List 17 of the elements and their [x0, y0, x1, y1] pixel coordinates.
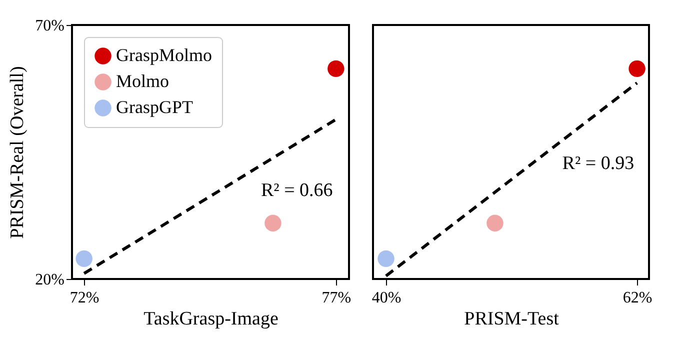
annotation: R² = 0.66 [260, 180, 333, 201]
legend-label: GraspGPT [116, 97, 193, 117]
x-tick-label: 77% [322, 290, 352, 306]
x-axis-title: TaskGrasp-Image [144, 308, 278, 330]
y-tick-label: 70% [35, 18, 64, 34]
point [76, 250, 92, 268]
x-axis-title: PRISM-Test [464, 308, 560, 330]
x-tick-label: 62% [622, 290, 652, 306]
x-tick-label: 72% [70, 290, 100, 306]
point [328, 60, 344, 78]
y-axis-title: PRISM-Real (Overall) [7, 66, 28, 239]
legend-label: GraspMolmo [116, 45, 212, 65]
legend-label: Molmo [116, 71, 170, 91]
point [264, 214, 282, 232]
x-tick-label: 40% [372, 290, 402, 306]
y-tick-label: 20% [35, 272, 64, 288]
annotation: R² = 0.93 [562, 153, 634, 174]
